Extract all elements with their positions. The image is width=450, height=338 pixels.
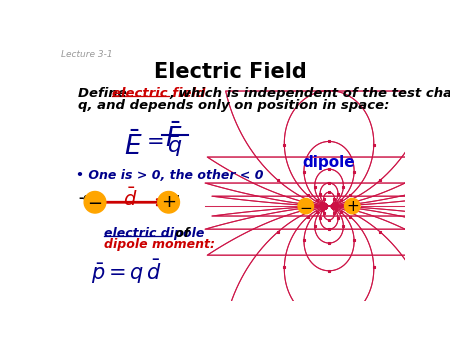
Text: $-$: $-$ — [299, 199, 312, 214]
Text: Electric Field: Electric Field — [154, 62, 307, 82]
Text: $\bar{E}$: $\bar{E}$ — [125, 131, 143, 161]
Text: electric dipole: electric dipole — [104, 227, 205, 240]
Text: , which is independent of the test charge,: , which is independent of the test charg… — [169, 87, 450, 100]
Text: dipole moment:: dipole moment: — [104, 238, 215, 251]
Text: $q$: $q$ — [167, 138, 182, 158]
Text: $\bar{d}$: $\bar{d}$ — [123, 187, 138, 210]
Text: $+$: $+$ — [346, 199, 359, 214]
Text: Define: Define — [78, 87, 131, 100]
Text: dipole: dipole — [303, 154, 356, 170]
Circle shape — [158, 192, 180, 213]
Text: $=$: $=$ — [142, 130, 163, 150]
Text: $-$: $-$ — [87, 193, 103, 211]
Text: $\bar{p} = q\,\bar{d}$: $\bar{p} = q\,\bar{d}$ — [90, 258, 162, 286]
Text: q, and depends only on position in space:: q, and depends only on position in space… — [78, 99, 389, 112]
Text: -q: -q — [78, 192, 92, 205]
Text: of: of — [171, 227, 189, 240]
Text: q: q — [170, 192, 179, 205]
Circle shape — [345, 198, 360, 214]
Circle shape — [84, 192, 106, 213]
Text: • One is > 0, the other < 0: • One is > 0, the other < 0 — [76, 169, 263, 182]
Text: electric field: electric field — [112, 87, 206, 100]
Text: $+$: $+$ — [161, 193, 176, 211]
Text: Lecture 3-1: Lecture 3-1 — [61, 50, 112, 59]
Text: $\bar{F}$: $\bar{F}$ — [165, 124, 183, 153]
Circle shape — [298, 198, 314, 214]
